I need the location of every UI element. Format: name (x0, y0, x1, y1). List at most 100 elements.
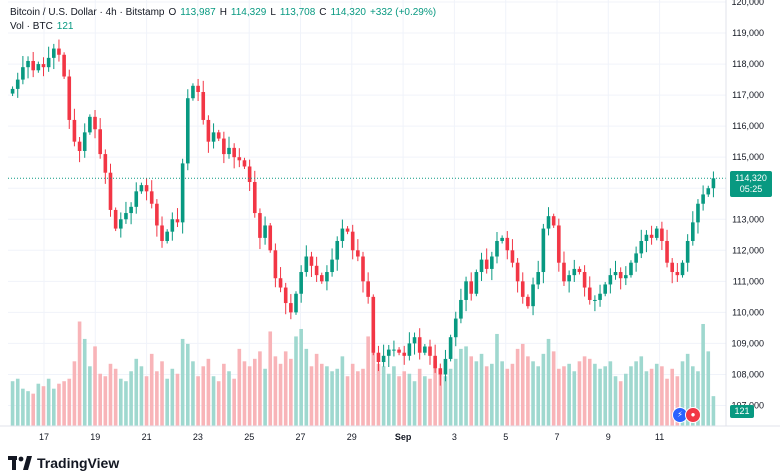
tradingview-logo-icon (8, 456, 32, 470)
candle-body (304, 256, 309, 273)
volume-bar (675, 376, 680, 426)
candle-body (371, 296, 376, 353)
volume-bar (510, 363, 515, 426)
price-axis[interactable]: 107,000108,000109,000110,000111,000112,0… (731, 0, 764, 410)
volume-bar (593, 363, 597, 426)
candle-body (402, 352, 407, 356)
symbol-title[interactable]: Bitcoin / U.S. Dollar · 4h · Bitstamp (10, 7, 165, 18)
volume-bar (273, 356, 278, 426)
volume-label[interactable]: Vol · BTC (10, 21, 53, 32)
candle-body (299, 272, 303, 294)
volume-bar (46, 378, 51, 426)
candle-body (417, 337, 422, 353)
candle-body (464, 281, 468, 300)
candle-body (356, 250, 360, 257)
candle-body (98, 129, 102, 155)
candle-body (603, 284, 608, 294)
candle-body (175, 219, 180, 223)
volume-value: 121 (56, 21, 74, 32)
time-axis[interactable]: 17 19 21 23 25 27 29 Sep 3 5 7 9 11 (39, 432, 664, 442)
candle-body (165, 231, 169, 241)
candle-body (206, 119, 211, 142)
volume-bar (572, 371, 577, 426)
candle-body (335, 240, 340, 260)
volume-bar (88, 366, 92, 426)
volume-bar (77, 321, 82, 426)
candle-body (593, 299, 597, 301)
volume-bar (587, 358, 592, 426)
volume-bar (453, 358, 458, 426)
candle-body (567, 275, 571, 282)
volume-bar (175, 373, 180, 426)
price-tick-label: 115,000 (732, 152, 764, 162)
volume-bar (170, 368, 175, 426)
volume-bar (515, 348, 520, 426)
volume-bar (185, 343, 190, 426)
candle-body (587, 287, 592, 300)
price-tick-label: 117,000 (732, 90, 764, 100)
volume-bar (665, 378, 669, 426)
candle-body (252, 182, 257, 214)
volume-bar (546, 338, 551, 426)
price-tick-label: 120,000 (731, 0, 764, 7)
open-label: O (168, 7, 177, 18)
volume-bar (397, 376, 401, 426)
time-tick-label: 29 (347, 432, 357, 442)
candle-body (639, 240, 644, 254)
candle-body (258, 213, 262, 238)
volume-bar (495, 333, 499, 426)
candle-body (505, 237, 510, 251)
candle-body (500, 237, 504, 241)
volume-bar (222, 363, 226, 426)
low-label: L (270, 7, 276, 18)
volume-bar (129, 371, 133, 426)
brand-logo[interactable]: TradingView (8, 455, 119, 471)
candle-body (232, 147, 236, 158)
volume-bar (711, 396, 716, 426)
candle-body (577, 268, 582, 273)
candle-body (314, 265, 319, 276)
candle-body (227, 147, 231, 155)
volume-bar (278, 363, 283, 426)
volume-bar (531, 361, 535, 426)
volume-bar (629, 366, 633, 426)
volume-bar (15, 378, 20, 426)
volume-bar (144, 376, 149, 426)
time-tick-label: 11 (655, 432, 664, 442)
candle-body (546, 216, 551, 229)
current-price-value: 114,320 (735, 173, 767, 184)
bar-countdown: 05:25 (739, 184, 763, 195)
volume-bar (268, 331, 273, 426)
volume-bar (701, 323, 705, 426)
volume-bar (567, 363, 571, 426)
price-tick-label: 108,000 (731, 369, 764, 379)
candle-body (572, 268, 577, 276)
candle-body (263, 225, 267, 238)
volume-bar (366, 336, 370, 426)
price-tick-label: 119,000 (732, 28, 764, 38)
volume-bar (124, 381, 128, 426)
candle-body (644, 234, 649, 241)
candle-body (330, 259, 334, 273)
volume-bar (469, 356, 474, 426)
price-tick-label: 112,000 (732, 245, 764, 255)
candle-body (536, 272, 541, 285)
volume-bars (10, 321, 716, 426)
price-tick-label: 113,000 (732, 214, 764, 224)
open-value: 113,987 (180, 7, 216, 18)
candle-body (582, 272, 587, 288)
price-tick-label: 110,000 (732, 307, 764, 317)
volume-bar (613, 376, 618, 426)
volume-bar (72, 361, 77, 426)
event-icons[interactable]: ⚡ ● (672, 407, 701, 423)
candle-body (495, 240, 499, 257)
volume-bar (201, 366, 206, 426)
candle-body (526, 296, 530, 307)
candle-body (392, 349, 396, 351)
volume-bar (464, 346, 468, 426)
volume-bar (118, 378, 123, 426)
candle-body (268, 225, 273, 251)
flag-icon[interactable]: ● (685, 407, 701, 423)
close-label: C (319, 7, 327, 18)
